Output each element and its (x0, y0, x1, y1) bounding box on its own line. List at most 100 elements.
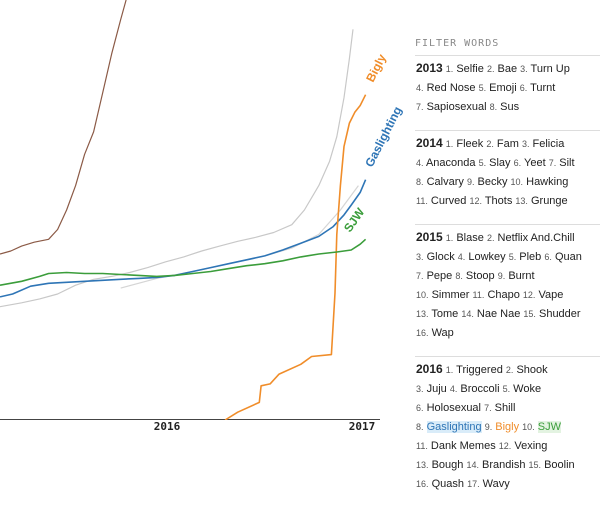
word-number: 4. (457, 252, 466, 262)
series-label-sjw: SJW (341, 205, 368, 235)
word-text: Stoop (465, 270, 495, 282)
word-text: Juju (426, 383, 447, 395)
word-item[interactable]: 6. Quan (544, 251, 582, 263)
word-item[interactable]: 10. Hawking (511, 176, 569, 188)
word-item[interactable]: 2. Bae (487, 63, 517, 75)
word-item[interactable]: 8. Sus (490, 101, 520, 113)
word-item[interactable]: 15. Shudder (523, 308, 580, 320)
word-item[interactable]: 7. Pepe (416, 270, 452, 282)
word-text: Sapiosexual (426, 101, 487, 113)
word-number: 12. (469, 196, 482, 206)
word-item[interactable]: 14. Nae Nae (461, 308, 520, 320)
word-text: Curved (430, 195, 467, 207)
word-number: 13. (416, 460, 429, 470)
word-item[interactable]: 4. Red Nose (416, 82, 476, 94)
word-number: 2. (486, 139, 494, 149)
word-item[interactable]: 8. Gaslighting (416, 421, 482, 433)
word-item[interactable]: 3. Juju (416, 383, 447, 395)
word-item[interactable]: 13. Grunge (515, 195, 567, 207)
word-number: 4. (449, 384, 458, 394)
word-item[interactable]: 9. Bigly (485, 421, 519, 433)
word-line: 3. Juju 4. Broccoli 5. Woke (416, 380, 600, 399)
word-text: Pepe (426, 270, 453, 282)
word-number: 1. (445, 233, 454, 243)
word-item[interactable]: 14. Brandish (466, 459, 525, 471)
word-item[interactable]: 5. Emoji (479, 82, 517, 94)
word-text: Thots (484, 195, 513, 207)
word-item[interactable]: 15. Boolin (529, 459, 575, 471)
word-number: 12. (498, 441, 512, 451)
word-item[interactable]: 11. Dank Memes (416, 440, 496, 452)
word-line: 16. Quash 17. Wavy (416, 475, 600, 494)
word-item[interactable]: 7. Shill (484, 402, 515, 414)
word-line: 16. Wap (416, 324, 600, 343)
word-text: Gaslighting (426, 421, 482, 433)
word-item[interactable]: 17. Wavy (467, 478, 510, 490)
word-item[interactable]: 12. Vape (523, 289, 563, 301)
word-item[interactable]: 11. Chapo (473, 289, 520, 301)
word-text: Fam (496, 138, 519, 150)
word-item[interactable]: 6. Yeet (514, 157, 546, 169)
word-item[interactable]: 1. Triggered (446, 364, 503, 376)
word-number: 17. (467, 479, 480, 489)
word-item[interactable]: 6. Holosexual (416, 402, 481, 414)
word-text: SJW (537, 421, 561, 433)
word-item[interactable]: 4. Broccoli (450, 383, 500, 395)
word-item[interactable]: 2. Netflix And.Chill (487, 232, 575, 244)
word-item[interactable]: 6. Turnt (520, 82, 556, 94)
word-number: 2. (505, 365, 514, 375)
chart-svg: 2016 2017 Gaslighting Bigly SJW (0, 0, 405, 433)
year-group-2015: 2015 1. Blase 2. Netflix And.Chill 3. Glo… (415, 224, 600, 348)
year-group-2014: 2014 1. Fleek 2. Fam 3. Felicia 4. Anacon… (415, 130, 600, 216)
word-text: Selfie (456, 63, 484, 75)
word-number: 10. (522, 422, 535, 432)
word-item[interactable]: 8. Stoop (455, 270, 494, 282)
word-item[interactable]: 1. Blase (446, 232, 484, 244)
word-item[interactable]: 5. Woke (503, 383, 542, 395)
word-text: Blase (456, 232, 484, 244)
word-item[interactable]: 2. Shook (506, 364, 548, 376)
word-text: Bough (431, 459, 464, 471)
word-item[interactable]: 8. Calvary (416, 176, 464, 188)
word-item[interactable]: 10. SJW (522, 421, 561, 433)
word-item[interactable]: 13. Bough (416, 459, 463, 471)
word-item[interactable]: 9. Burnt (498, 270, 535, 282)
word-item[interactable]: 5. Pleb (509, 251, 542, 263)
word-item[interactable]: 16. Wap (416, 327, 454, 339)
word-item[interactable]: 4. Lowkey (458, 251, 506, 263)
word-text: Becky (477, 176, 508, 188)
word-line: 3. Glock 4. Lowkey 5. Pleb 6. Quan (416, 248, 600, 267)
word-item[interactable]: 9. Becky (467, 176, 508, 188)
word-number: 7. (548, 158, 557, 168)
word-item[interactable]: 7. Silt (549, 157, 575, 169)
word-number: 9. (484, 422, 493, 432)
word-text: Wavy (482, 478, 510, 490)
year-groups: 2013 1. Selfie 2. Bae 3. Turn Up 4. Red N… (415, 55, 600, 499)
word-item[interactable]: 1. Selfie (446, 63, 484, 75)
word-number: 3. (416, 252, 424, 262)
word-item[interactable]: 2. Fam (486, 138, 519, 150)
word-line: 7. Pepe 8. Stoop 9. Burnt (416, 267, 600, 286)
word-item[interactable]: 10. Simmer (416, 289, 469, 301)
word-text: Slay (489, 157, 511, 169)
word-item[interactable]: 12. Vexing (499, 440, 548, 452)
word-item[interactable]: 4. Anaconda (416, 157, 476, 169)
word-item[interactable]: 13. Tome (416, 308, 458, 320)
word-text: Emoji (489, 82, 517, 94)
word-text: Shook (516, 364, 548, 376)
word-number: 14. (466, 460, 479, 470)
word-item[interactable]: 11. Curved (416, 195, 466, 207)
word-number: 6. (416, 403, 424, 413)
word-item[interactable]: 3. Turn Up (520, 63, 570, 75)
word-item[interactable]: 3. Felicia (522, 138, 564, 150)
word-item[interactable]: 7. Sapiosexual (416, 101, 487, 113)
word-item[interactable]: 16. Quash (416, 478, 464, 490)
word-item[interactable]: 1. Fleek (446, 138, 483, 150)
word-item[interactable]: 5. Slay (479, 157, 511, 169)
year-label: 2016 (416, 362, 443, 376)
word-number: 15. (523, 309, 536, 319)
word-item[interactable]: 3. Glock (416, 251, 455, 263)
word-number: 10. (510, 177, 524, 187)
word-item[interactable]: 12. Thots (469, 195, 512, 207)
word-text: Vape (538, 289, 564, 301)
